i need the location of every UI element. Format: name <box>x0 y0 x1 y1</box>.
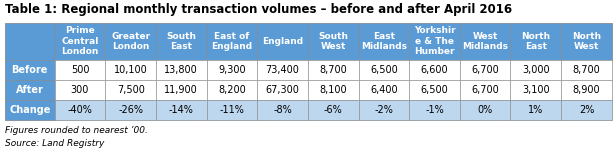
Bar <box>5 80 55 100</box>
Text: East
Midlands: East Midlands <box>361 32 407 51</box>
Text: 8,100: 8,100 <box>319 85 347 95</box>
Bar <box>511 23 561 60</box>
Bar <box>359 23 409 60</box>
Bar <box>105 80 156 100</box>
Bar <box>511 80 561 100</box>
Bar <box>561 80 612 100</box>
Bar <box>359 60 409 80</box>
Bar <box>105 23 156 60</box>
Text: 500: 500 <box>70 65 89 75</box>
Text: 13,800: 13,800 <box>164 65 198 75</box>
Text: North
East: North East <box>521 32 550 51</box>
Bar <box>156 60 207 80</box>
Bar <box>156 100 207 120</box>
Text: 3,000: 3,000 <box>522 65 550 75</box>
Bar <box>257 80 308 100</box>
Bar <box>5 23 612 120</box>
Bar <box>460 23 511 60</box>
Text: -14%: -14% <box>169 105 194 115</box>
Text: Table 1: Regional monthly transaction volumes – before and after April 2016: Table 1: Regional monthly transaction vo… <box>5 3 512 16</box>
Bar <box>207 23 257 60</box>
Bar <box>409 60 460 80</box>
Text: 2%: 2% <box>579 105 594 115</box>
Text: After: After <box>16 85 44 95</box>
Text: 73,400: 73,400 <box>265 65 300 75</box>
Text: -6%: -6% <box>324 105 343 115</box>
Text: 6,500: 6,500 <box>370 65 398 75</box>
Bar <box>561 23 612 60</box>
Bar <box>55 80 105 100</box>
Bar <box>207 100 257 120</box>
Text: 6,500: 6,500 <box>421 85 448 95</box>
Text: 3,100: 3,100 <box>522 85 550 95</box>
Bar <box>460 80 511 100</box>
Text: 6,700: 6,700 <box>471 85 499 95</box>
Text: 9,300: 9,300 <box>218 65 246 75</box>
Text: Yorkshir
e & The
Humber: Yorkshir e & The Humber <box>414 27 455 56</box>
Text: -2%: -2% <box>375 105 394 115</box>
Text: 11,900: 11,900 <box>164 85 198 95</box>
Bar <box>5 23 55 60</box>
Bar <box>55 60 105 80</box>
Bar <box>460 100 511 120</box>
Text: Before: Before <box>12 65 48 75</box>
Text: 7,500: 7,500 <box>116 85 145 95</box>
Text: 6,600: 6,600 <box>421 65 448 75</box>
Text: 8,900: 8,900 <box>573 85 600 95</box>
Text: 0%: 0% <box>478 105 493 115</box>
Bar <box>5 60 55 80</box>
Text: 1%: 1% <box>528 105 544 115</box>
Bar <box>359 100 409 120</box>
Text: Change: Change <box>9 105 50 115</box>
Text: -26%: -26% <box>118 105 143 115</box>
Bar <box>156 23 207 60</box>
Text: 6,400: 6,400 <box>370 85 398 95</box>
Bar <box>55 23 105 60</box>
Bar <box>55 100 105 120</box>
Text: -40%: -40% <box>67 105 93 115</box>
Bar <box>561 60 612 80</box>
Text: 67,300: 67,300 <box>265 85 300 95</box>
Bar <box>308 60 359 80</box>
Bar <box>511 60 561 80</box>
Text: -11%: -11% <box>219 105 245 115</box>
Bar <box>409 80 460 100</box>
Text: England: England <box>262 37 303 46</box>
Bar <box>105 100 156 120</box>
Text: East of
England: East of England <box>211 32 253 51</box>
Bar <box>308 23 359 60</box>
Bar <box>156 80 207 100</box>
Text: 6,700: 6,700 <box>471 65 499 75</box>
Text: 10,100: 10,100 <box>114 65 148 75</box>
Bar <box>5 100 55 120</box>
Bar <box>561 100 612 120</box>
Text: 8,700: 8,700 <box>319 65 347 75</box>
Bar <box>308 80 359 100</box>
Bar <box>257 60 308 80</box>
Bar <box>460 60 511 80</box>
Bar <box>511 100 561 120</box>
Bar <box>308 100 359 120</box>
Bar <box>207 60 257 80</box>
Bar <box>105 60 156 80</box>
Text: South
West: South West <box>318 32 348 51</box>
Text: 300: 300 <box>71 85 89 95</box>
Bar <box>409 100 460 120</box>
Text: Greater
London: Greater London <box>111 32 150 51</box>
Text: North
West: North West <box>572 32 601 51</box>
Bar <box>257 100 308 120</box>
Text: West
Midlands: West Midlands <box>462 32 508 51</box>
Text: Prime
Central
London: Prime Central London <box>61 27 99 56</box>
Text: -8%: -8% <box>273 105 292 115</box>
Text: -1%: -1% <box>425 105 444 115</box>
Text: Figures rounded to nearest ’00.
Source: Land Registry: Figures rounded to nearest ’00. Source: … <box>5 126 148 148</box>
Bar <box>359 80 409 100</box>
Text: 8,200: 8,200 <box>218 85 246 95</box>
Text: 8,700: 8,700 <box>573 65 600 75</box>
Bar <box>207 80 257 100</box>
Bar <box>409 23 460 60</box>
Bar <box>257 23 308 60</box>
Text: South
East: South East <box>166 32 196 51</box>
